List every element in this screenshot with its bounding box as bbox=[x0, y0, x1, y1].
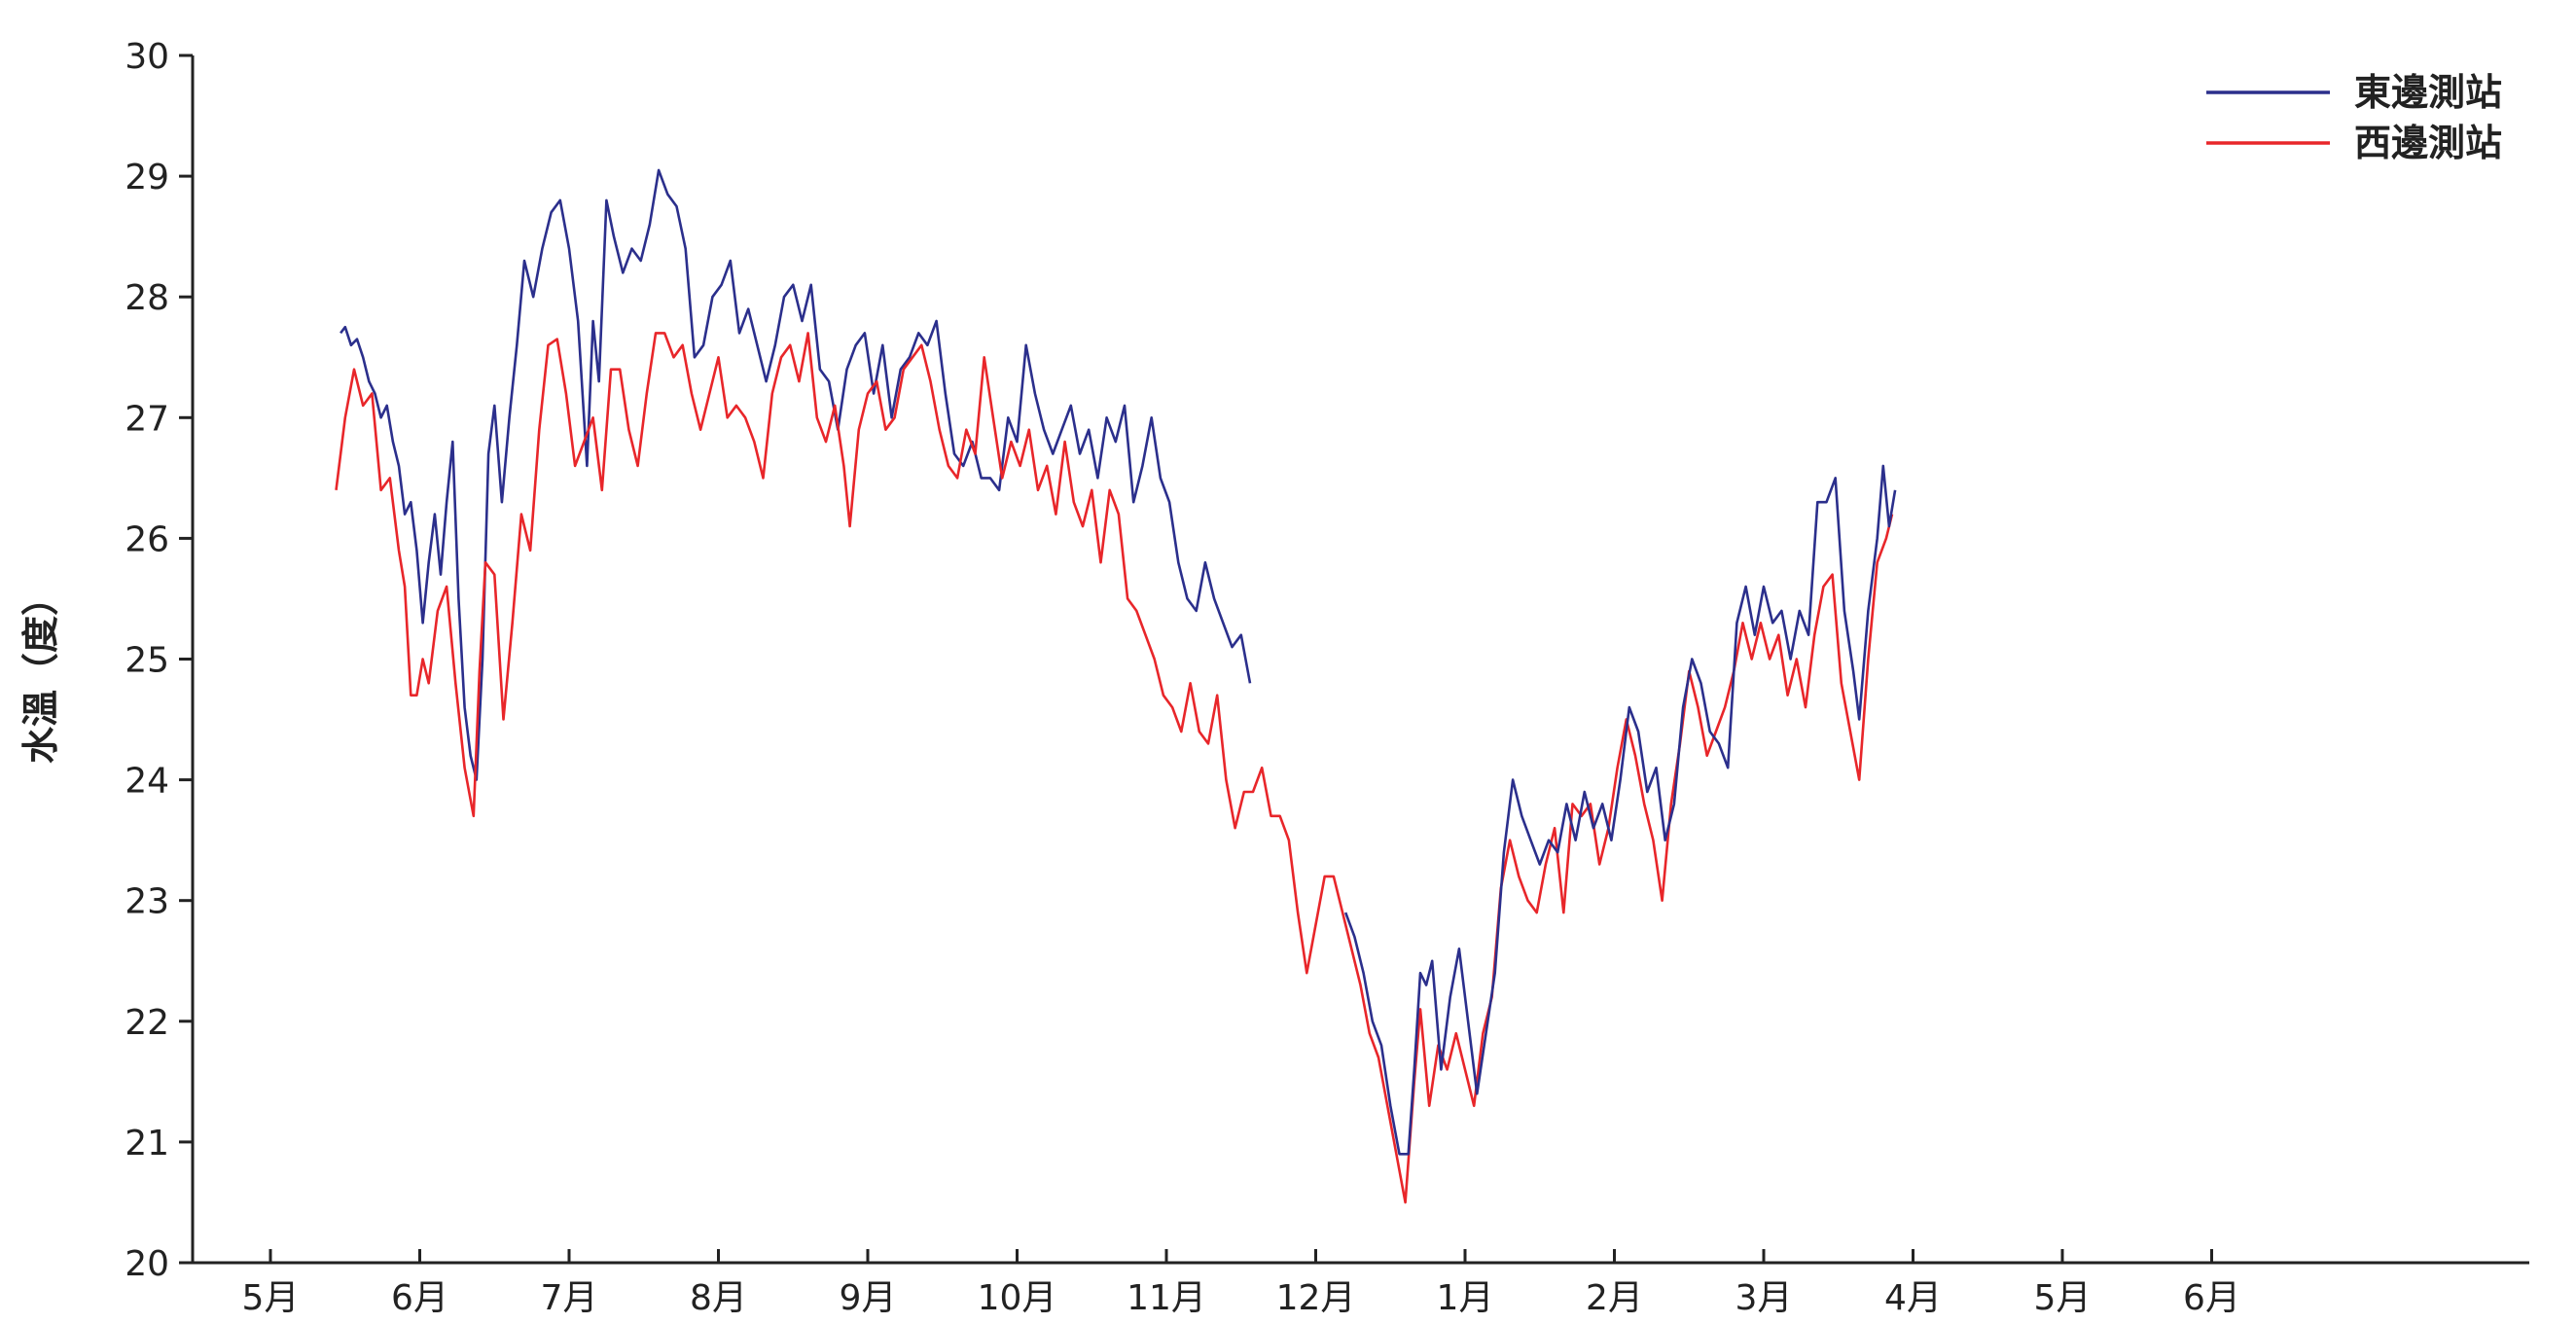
legend-label: 東邊測站 bbox=[2354, 71, 2502, 114]
x-tick-label: 9月 bbox=[840, 1278, 897, 1318]
x-tick-label: 3月 bbox=[1735, 1278, 1793, 1318]
x-tick-label: 10月 bbox=[978, 1278, 1057, 1318]
x-tick-label: 2月 bbox=[1586, 1278, 1643, 1318]
series-line-east bbox=[1343, 464, 1897, 1156]
x-tick-label: 1月 bbox=[1437, 1278, 1494, 1318]
y-tick-label: 21 bbox=[125, 1124, 169, 1163]
x-tick-label: 11月 bbox=[1127, 1278, 1206, 1318]
x-tick-label: 4月 bbox=[1884, 1278, 1942, 1318]
y-tick-label: 23 bbox=[125, 882, 169, 922]
y-tick-label: 26 bbox=[125, 519, 169, 559]
y-tick-label: 24 bbox=[125, 762, 169, 802]
axes: 20 21 22 23 24 25 26 27 28 29 30 5月 6月 7月 8月 9月 10月 11月 12… bbox=[125, 37, 2529, 1318]
x-tick-label: 7月 bbox=[541, 1278, 598, 1318]
y-tick-label: 25 bbox=[125, 641, 169, 681]
y-axis-label: 水溫（度） bbox=[19, 579, 62, 764]
x-tick-label: 12月 bbox=[1276, 1278, 1356, 1318]
y-tick-label: 22 bbox=[125, 1003, 169, 1043]
y-tick-label: 20 bbox=[125, 1244, 169, 1284]
x-tick-label: 5月 bbox=[242, 1278, 300, 1318]
x-tick-label: 5月 bbox=[2034, 1278, 2092, 1318]
y-tick-label: 27 bbox=[125, 399, 169, 439]
x-tick-label: 8月 bbox=[690, 1278, 747, 1318]
series-layer bbox=[335, 168, 1897, 1204]
y-tick-label: 28 bbox=[125, 278, 169, 318]
legend-label: 西邊測站 bbox=[2354, 122, 2502, 164]
series-line-west bbox=[335, 332, 1894, 1204]
x-tick-label: 6月 bbox=[2183, 1278, 2240, 1318]
x-tick-label: 6月 bbox=[391, 1278, 448, 1318]
y-tick-label: 29 bbox=[125, 158, 169, 197]
series-line-east bbox=[340, 168, 1252, 781]
y-tick-label: 30 bbox=[125, 37, 169, 77]
